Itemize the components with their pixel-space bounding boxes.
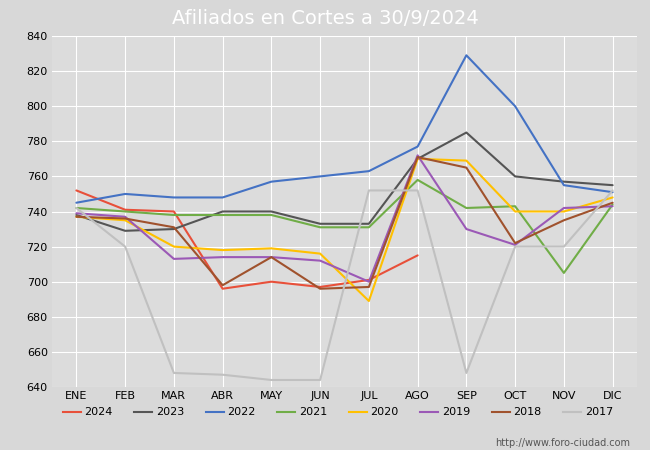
Text: Afiliados en Cortes a 30/9/2024: Afiliados en Cortes a 30/9/2024: [172, 9, 478, 27]
Text: 2020: 2020: [370, 407, 398, 417]
Text: 2018: 2018: [514, 407, 541, 417]
Text: 2022: 2022: [227, 407, 255, 417]
Text: http://www.foro-ciudad.com: http://www.foro-ciudad.com: [495, 438, 630, 448]
Text: 2023: 2023: [156, 407, 184, 417]
Text: 2024: 2024: [84, 407, 112, 417]
Text: 2019: 2019: [442, 407, 470, 417]
Text: 2017: 2017: [585, 407, 613, 417]
Text: 2021: 2021: [298, 407, 327, 417]
